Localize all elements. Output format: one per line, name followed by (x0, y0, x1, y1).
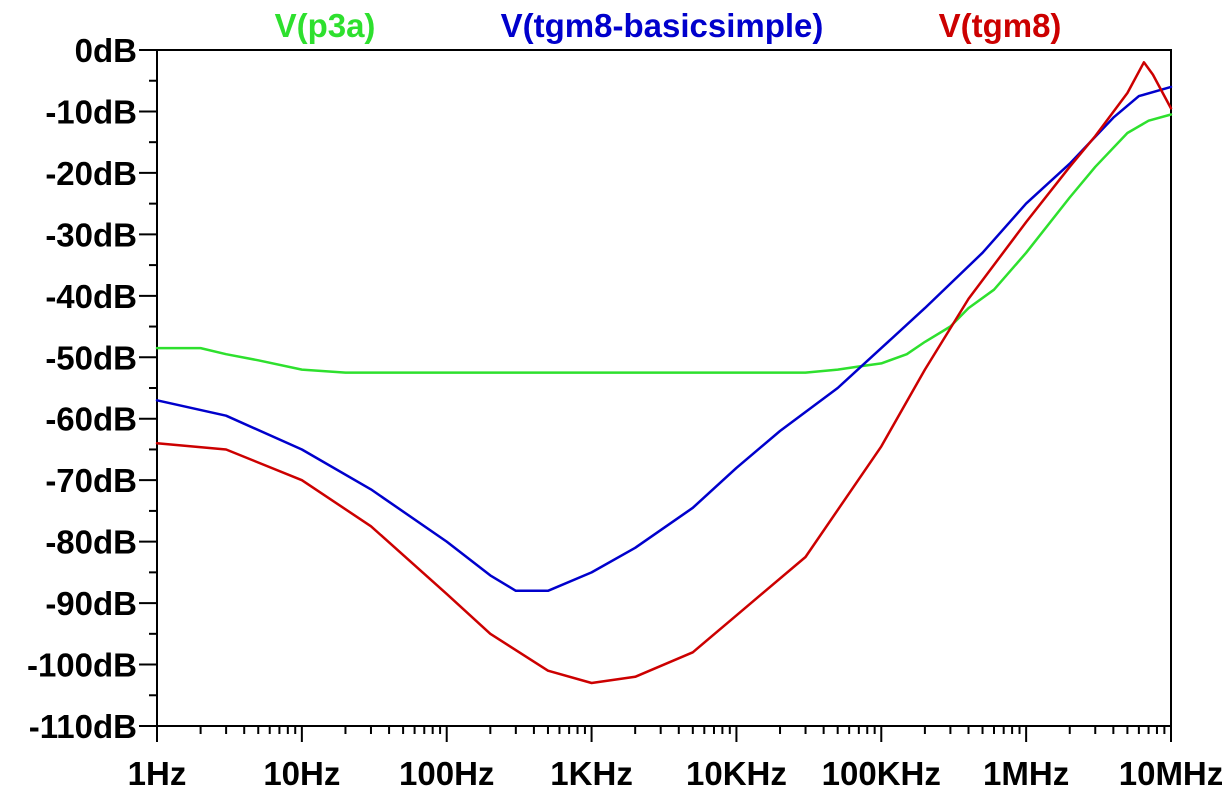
x-tick-label: 1MHz (983, 755, 1069, 792)
x-tick-label: 10KHz (686, 755, 787, 792)
legend: V(p3a) V(tgm8-basicsimple) V(tgm8) (275, 7, 1062, 44)
y-tick-label: -30dB (45, 216, 137, 253)
x-axis-ticks: 1Hz 10Hz 100Hz 1KHz 10KHz 100KHz 1MHz 10MHz (128, 726, 1222, 792)
plot-frame (156, 49, 1172, 727)
y-tick-label: -90dB (45, 585, 137, 622)
legend-label-series-2: V(tgm8) (939, 7, 1062, 44)
legend-label-series-1: V(tgm8-basicsimple) (501, 7, 824, 44)
x-tick-label: 1KHz (550, 755, 633, 792)
x-tick-label: 10MHz (1119, 755, 1222, 792)
x-tick-label: 1Hz (128, 755, 187, 792)
y-tick-label: -70dB (45, 462, 137, 499)
y-tick-label: -50dB (45, 339, 137, 376)
y-tick-label: -10dB (45, 93, 137, 130)
series-lines (155, 61, 1173, 685)
series-line-0 (155, 113, 1173, 374)
x-tick-label: 100KHz (822, 755, 941, 792)
x-tick-label: 10Hz (263, 755, 340, 792)
series-line-1 (155, 85, 1173, 593)
y-axis-ticks: 0dB -10dB -20dB -30dB -40dB -50dB -60dB -70dB -8… (27, 32, 157, 745)
y-tick-label: -110dB (29, 708, 137, 745)
series-line-2 (155, 61, 1173, 685)
y-tick-label: -40dB (45, 278, 137, 315)
y-tick-label: 0dB (75, 32, 137, 69)
x-tick-label: 100Hz (399, 755, 494, 792)
y-tick-label: -60dB (45, 401, 137, 438)
legend-label-series-0: V(p3a) (275, 7, 376, 44)
y-tick-label: -20dB (45, 155, 137, 192)
y-tick-label: -80dB (45, 524, 137, 561)
y-tick-label: -100dB (27, 647, 137, 684)
